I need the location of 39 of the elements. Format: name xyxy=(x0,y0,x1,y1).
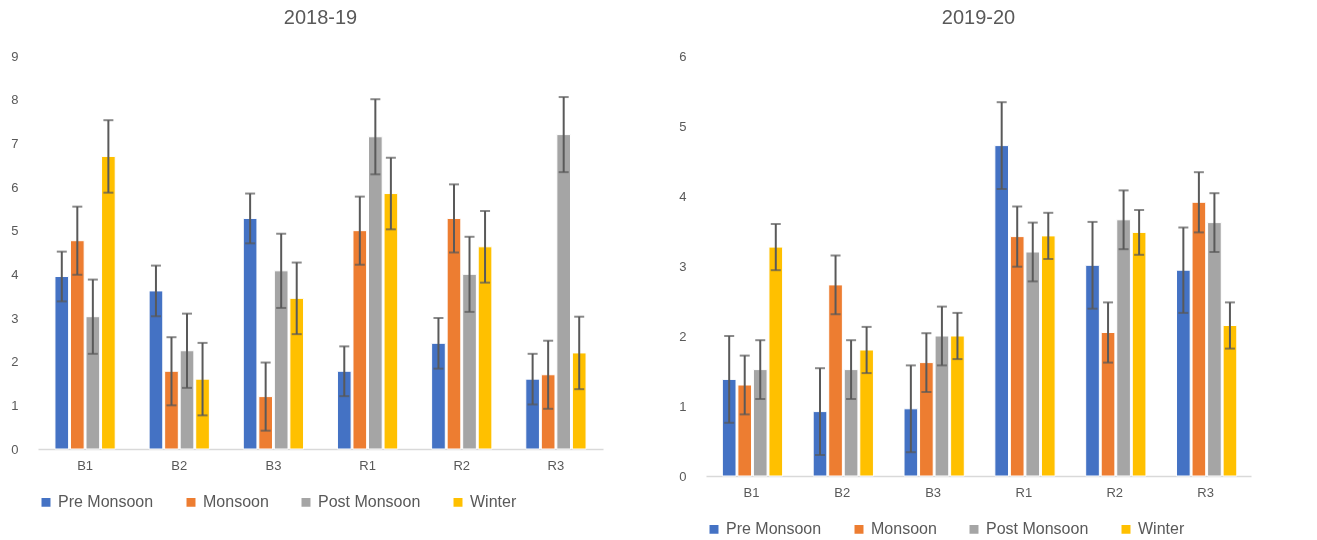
legend-label: Monsoon xyxy=(871,520,937,538)
y-tick-label: 8 xyxy=(11,92,19,108)
x-tick-label: R2 xyxy=(453,457,471,473)
legend-label: Pre Monsoon xyxy=(58,493,154,511)
y-tick-label: 5 xyxy=(11,223,19,239)
legend-label: Post Monsoon xyxy=(986,520,1089,538)
y-tick-label: 7 xyxy=(11,135,19,151)
x-tick-label: R1 xyxy=(359,457,376,473)
chart-title: 2018-19 xyxy=(283,6,358,28)
chart-title: 2019-20 xyxy=(941,6,1016,28)
x-tick-label: B2 xyxy=(834,484,851,500)
x-tick-label: R1 xyxy=(1015,484,1033,500)
y-tick-label: 2 xyxy=(679,328,687,344)
y-tick-label: 9 xyxy=(11,48,19,64)
y-tick-label: 6 xyxy=(11,179,19,195)
x-tick-label: B1 xyxy=(743,484,760,500)
x-tick-label: B1 xyxy=(77,457,94,473)
y-tick-label: 2 xyxy=(11,354,19,370)
x-tick-label: B3 xyxy=(265,457,282,473)
y-tick-label: 0 xyxy=(11,441,19,457)
legend-label: Winter xyxy=(1138,520,1185,538)
y-tick-label: 4 xyxy=(679,188,687,204)
legend-label: Winter xyxy=(470,493,517,511)
y-tick-label: 3 xyxy=(679,258,687,274)
x-tick-label: R3 xyxy=(1197,484,1214,500)
y-tick-label: 6 xyxy=(679,48,687,64)
legend-label: Monsoon xyxy=(203,493,269,511)
y-tick-label: 1 xyxy=(11,397,19,413)
legend-label: Post Monsoon xyxy=(318,493,421,511)
y-tick-label: 4 xyxy=(11,266,19,282)
x-tick-label: R2 xyxy=(1106,484,1124,500)
y-tick-label: 1 xyxy=(679,398,687,414)
y-tick-label: 0 xyxy=(679,468,687,484)
y-tick-label: 5 xyxy=(679,118,687,134)
x-tick-label: R3 xyxy=(547,457,565,473)
y-tick-label: 3 xyxy=(11,310,19,326)
legend-label: Pre Monsoon xyxy=(726,520,822,538)
x-tick-label: B3 xyxy=(925,484,942,500)
x-tick-label: B2 xyxy=(171,457,188,473)
